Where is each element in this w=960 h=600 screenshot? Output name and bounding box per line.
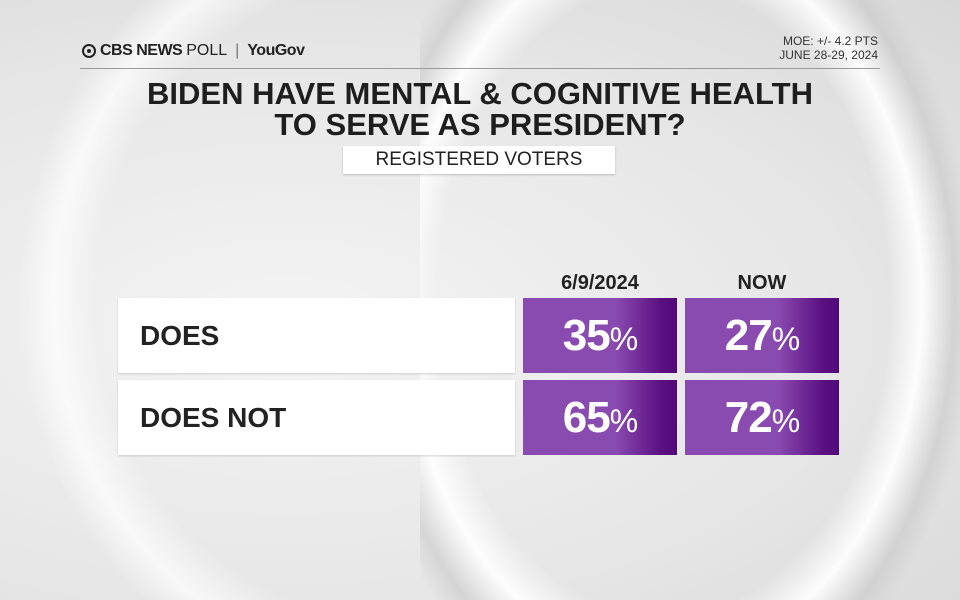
title-line-2: TO SERVE AS PRESIDENT? [274,107,686,142]
value: 27 [724,311,773,360]
cbs-yougov-logo: CBS NEWS POLL | YouGov [82,42,305,60]
value-cell: 65% [523,380,677,455]
unit: % [609,321,638,357]
unit: % [771,321,800,357]
logo-separator: | [235,42,240,59]
value-cell: 72% [685,380,839,455]
column-header: 6/9/2024 [561,272,639,294]
margin-of-error: MOE: +/- 4.2 PTS [782,34,878,48]
poll-label: POLL [186,42,228,59]
poll-dates: JUNE 28-29, 2024 [779,48,878,62]
table-row: DOES 35% 27% [118,298,839,373]
divider [80,68,880,69]
cbs-eye-icon [82,44,96,58]
row-label: DOES [118,298,515,373]
chart-subtitle: REGISTERED VOTERS [343,146,615,174]
unit: % [771,403,800,439]
value: 65 [562,393,611,442]
column-header: NOW [737,272,787,294]
chart-title: BIDEN HAVE MENTAL & COGNITIVE HEALTH TO … [0,78,960,140]
brand: CBS NEWS [100,42,183,59]
value-cell: 35% [523,298,677,373]
value: 72 [724,393,773,442]
table-row: DOES NOT 65% 72% [118,380,839,455]
partner: YouGov [247,42,305,59]
row-label: DOES NOT [118,380,515,455]
poll-info: MOE: +/- 4.2 PTS JUNE 28-29, 2024 [779,34,878,62]
value-cell: 27% [685,298,839,373]
title-line-1: BIDEN HAVE MENTAL & COGNITIVE HEALTH [147,76,813,111]
unit: % [609,403,638,439]
value: 35 [562,311,611,360]
